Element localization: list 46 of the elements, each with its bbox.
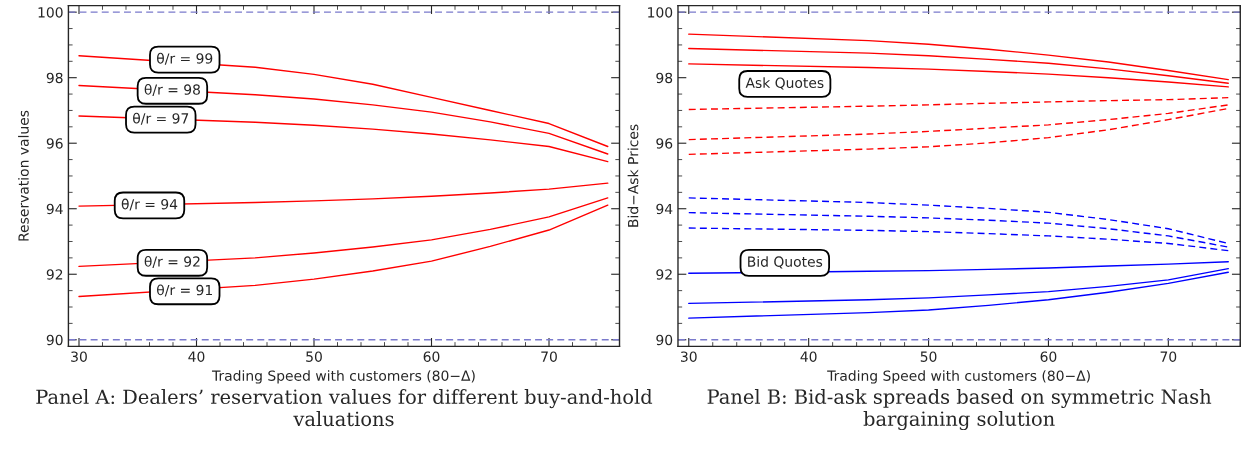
line-series (688, 267, 1229, 305)
annotation: Ask Quotes (745, 77, 824, 90)
y-tick-label: 94 (46, 203, 63, 215)
y-axis-title: Reservation values (18, 110, 29, 241)
x-tick-label: 70 (541, 351, 557, 362)
text: Panel B: Bid-ask spreads based on symmetric Nash bargaining solution (707, 388, 1212, 431)
x-tick-label: 50 (920, 351, 937, 362)
annotation: θ/r = 99 (157, 52, 213, 65)
annotation: Bid Quotes (748, 256, 823, 269)
line-series (688, 197, 1229, 245)
y-tick-label: 96 (46, 138, 63, 149)
x-tick-label: 40 (188, 351, 205, 362)
x-axis-title: Trading Speed with customers (80−Δ) (211, 370, 475, 384)
line-series (688, 107, 1229, 156)
y-tick-label: 92 (656, 269, 672, 280)
text: Panel A: Dealers’ reservation values for different buy-and-hold valuations (36, 389, 653, 427)
x-tick-label: 40 (800, 351, 817, 362)
annotation: θ/r = 97 (133, 112, 189, 125)
x-tick-label: 30 (680, 351, 697, 362)
y-tick-label: 96 (656, 138, 673, 149)
line-series (688, 63, 1229, 88)
line-series (688, 227, 1229, 252)
annotation: θ/r = 92 (144, 255, 200, 268)
line-series (688, 96, 1229, 111)
x-tick-label: 60 (1040, 351, 1057, 362)
y-tick-label: 90 (46, 334, 63, 346)
y-axis-title: Bid−Ask Prices (627, 124, 639, 227)
y-tick-label: 94 (656, 203, 673, 215)
y-tick-label: 92 (46, 269, 63, 280)
annotation: θ/r = 98 (144, 83, 200, 96)
x-tick-label: 30 (71, 351, 87, 362)
line-series (688, 211, 1229, 248)
x-tick-label: 50 (306, 351, 322, 362)
x-tick-label: 70 (1160, 351, 1177, 362)
annotation: θ/r = 91 (157, 284, 212, 297)
line-series (688, 271, 1229, 319)
y-tick-label: 98 (46, 72, 63, 84)
x-axis-title: Trading Speed with customers (80−Δ) (827, 370, 1090, 384)
line-series (688, 104, 1229, 141)
annotation: θ/r = 94 (121, 198, 178, 211)
y-tick-label: 100 (648, 7, 673, 18)
y-tick-label: 90 (656, 334, 673, 346)
x-tick-label: 60 (423, 351, 440, 362)
y-tick-label: 100 (38, 7, 63, 18)
line-series (78, 84, 609, 155)
y-tick-label: 98 (656, 72, 673, 84)
